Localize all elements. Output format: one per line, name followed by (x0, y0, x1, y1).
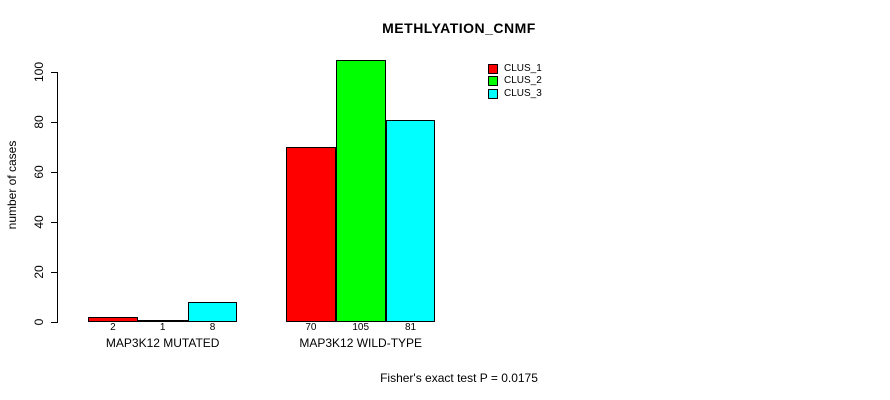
legend-item: CLUS_1 (488, 63, 542, 75)
legend-label: CLUS_1 (504, 63, 542, 75)
y-axis-line (57, 72, 58, 323)
group-label: MAP3K12 MUTATED (105, 336, 220, 350)
bar-clus_2-group1 (137, 319, 188, 322)
y-tick-mark (51, 322, 58, 323)
legend-swatch (488, 64, 498, 75)
legend-swatch (488, 88, 498, 99)
bar-value-label: 70 (305, 321, 317, 333)
legend-swatch (488, 76, 498, 87)
bar-value-label: 8 (209, 321, 216, 333)
y-tick-mark (51, 272, 58, 273)
y-tick-mark (51, 72, 58, 73)
bar-value-label: 81 (404, 321, 417, 333)
y-tick-mark (51, 222, 58, 223)
y-tick-label: 80 (32, 115, 46, 129)
bar-clus_1-group1 (88, 317, 138, 322)
legend-item: CLUS_2 (488, 75, 542, 87)
y-tick-label: 60 (32, 165, 46, 179)
annotation-text: Fisher's exact test P = 0.0175 (380, 371, 538, 385)
legend-label: CLUS_2 (504, 75, 542, 87)
y-tick-label: 40 (32, 215, 46, 229)
y-tick-label: 20 (32, 265, 46, 279)
y-tick-label: 0 (32, 318, 46, 326)
bar-clus_2-group2 (335, 59, 386, 322)
legend-item: CLUS_3 (488, 88, 542, 100)
group-label: MAP3K12 WILD-TYPE (299, 336, 423, 350)
bar-value-label: 105 (352, 321, 370, 333)
legend: CLUS_1 CLUS_2 CLUS_3 (488, 63, 542, 100)
bar-clus_3-group2 (385, 119, 436, 322)
y-tick-mark (51, 122, 58, 123)
bar-value-label: 2 (110, 321, 116, 333)
y-tick-mark (51, 172, 58, 173)
chart-title: METHLYATION_CNMF (382, 20, 536, 36)
y-axis-label: number of cases (5, 140, 19, 230)
bar-clus_1-group2 (286, 147, 336, 322)
y-tick-label: 100 (32, 61, 46, 83)
legend-label: CLUS_3 (504, 87, 542, 99)
bar-clus_3-group1 (187, 302, 238, 322)
bar-value-label: 1 (159, 321, 166, 333)
